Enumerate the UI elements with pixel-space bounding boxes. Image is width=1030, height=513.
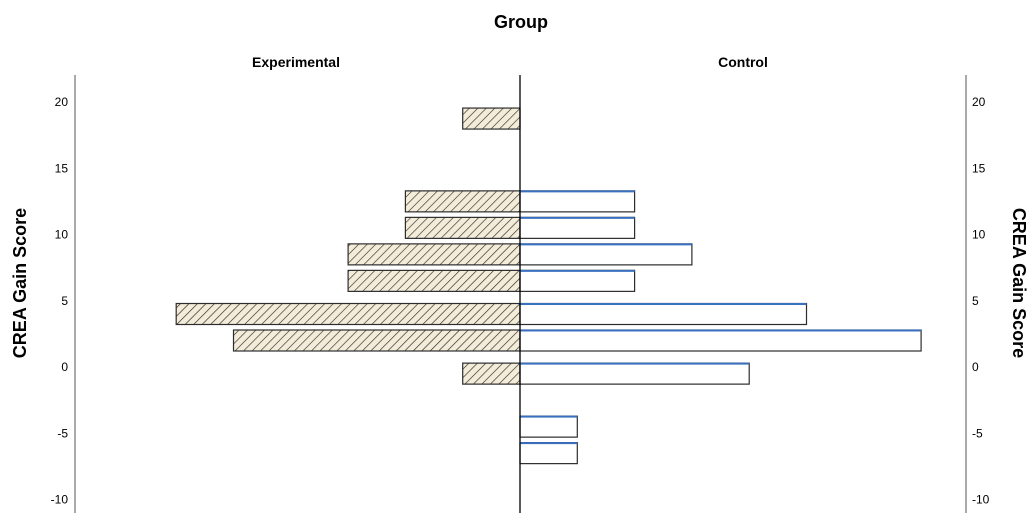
y-tick-label-left: -5 (57, 426, 68, 440)
control-bar (519, 190, 636, 213)
experimental-bars (175, 107, 521, 385)
experimental-bar (404, 216, 521, 239)
experimental-bar (347, 269, 521, 292)
experimental-bar (347, 243, 521, 266)
control-bars (519, 190, 922, 465)
y-tick-label-right: -10 (972, 493, 990, 507)
y-tick-label-left: 20 (55, 95, 69, 109)
experimental-bar (462, 107, 521, 130)
experimental-bar (175, 302, 521, 326)
y-tick-label-right: 15 (972, 161, 986, 175)
control-bar (519, 442, 578, 465)
control-bar (519, 415, 578, 438)
y-ticks-right: 20 15 10 5 0 -5 -10 (972, 95, 990, 507)
y-tick-label-left: 15 (55, 161, 69, 175)
panel-label-experimental: Experimental (252, 54, 340, 70)
experimental-bar (462, 362, 521, 385)
y-tick-label-left: 0 (61, 360, 68, 374)
y-tick-label-right: 5 (972, 294, 979, 308)
control-bar (519, 302, 808, 326)
y-tick-label-left: 5 (61, 294, 68, 308)
control-bar (519, 216, 636, 239)
y-tick-label-right: 20 (972, 95, 986, 109)
control-bar (519, 243, 693, 266)
chart-title: Group (494, 12, 548, 32)
control-bar (519, 329, 922, 352)
y-axis-label-right: CREA Gain Score (1009, 208, 1029, 358)
y-ticks-left: 20 15 10 5 0 -5 -10 (51, 95, 69, 507)
experimental-bar (232, 329, 521, 352)
control-bar (519, 362, 750, 385)
y-tick-label-right: 10 (972, 228, 986, 242)
y-tick-label-left: -10 (51, 493, 69, 507)
experimental-bar (404, 190, 521, 213)
y-axis-label-left: CREA Gain Score (10, 208, 30, 358)
y-tick-label-left: 10 (55, 228, 69, 242)
y-tick-label-right: 0 (972, 360, 979, 374)
control-bar (519, 269, 636, 292)
panel-label-control: Control (718, 54, 768, 70)
y-tick-label-right: -5 (972, 426, 983, 440)
